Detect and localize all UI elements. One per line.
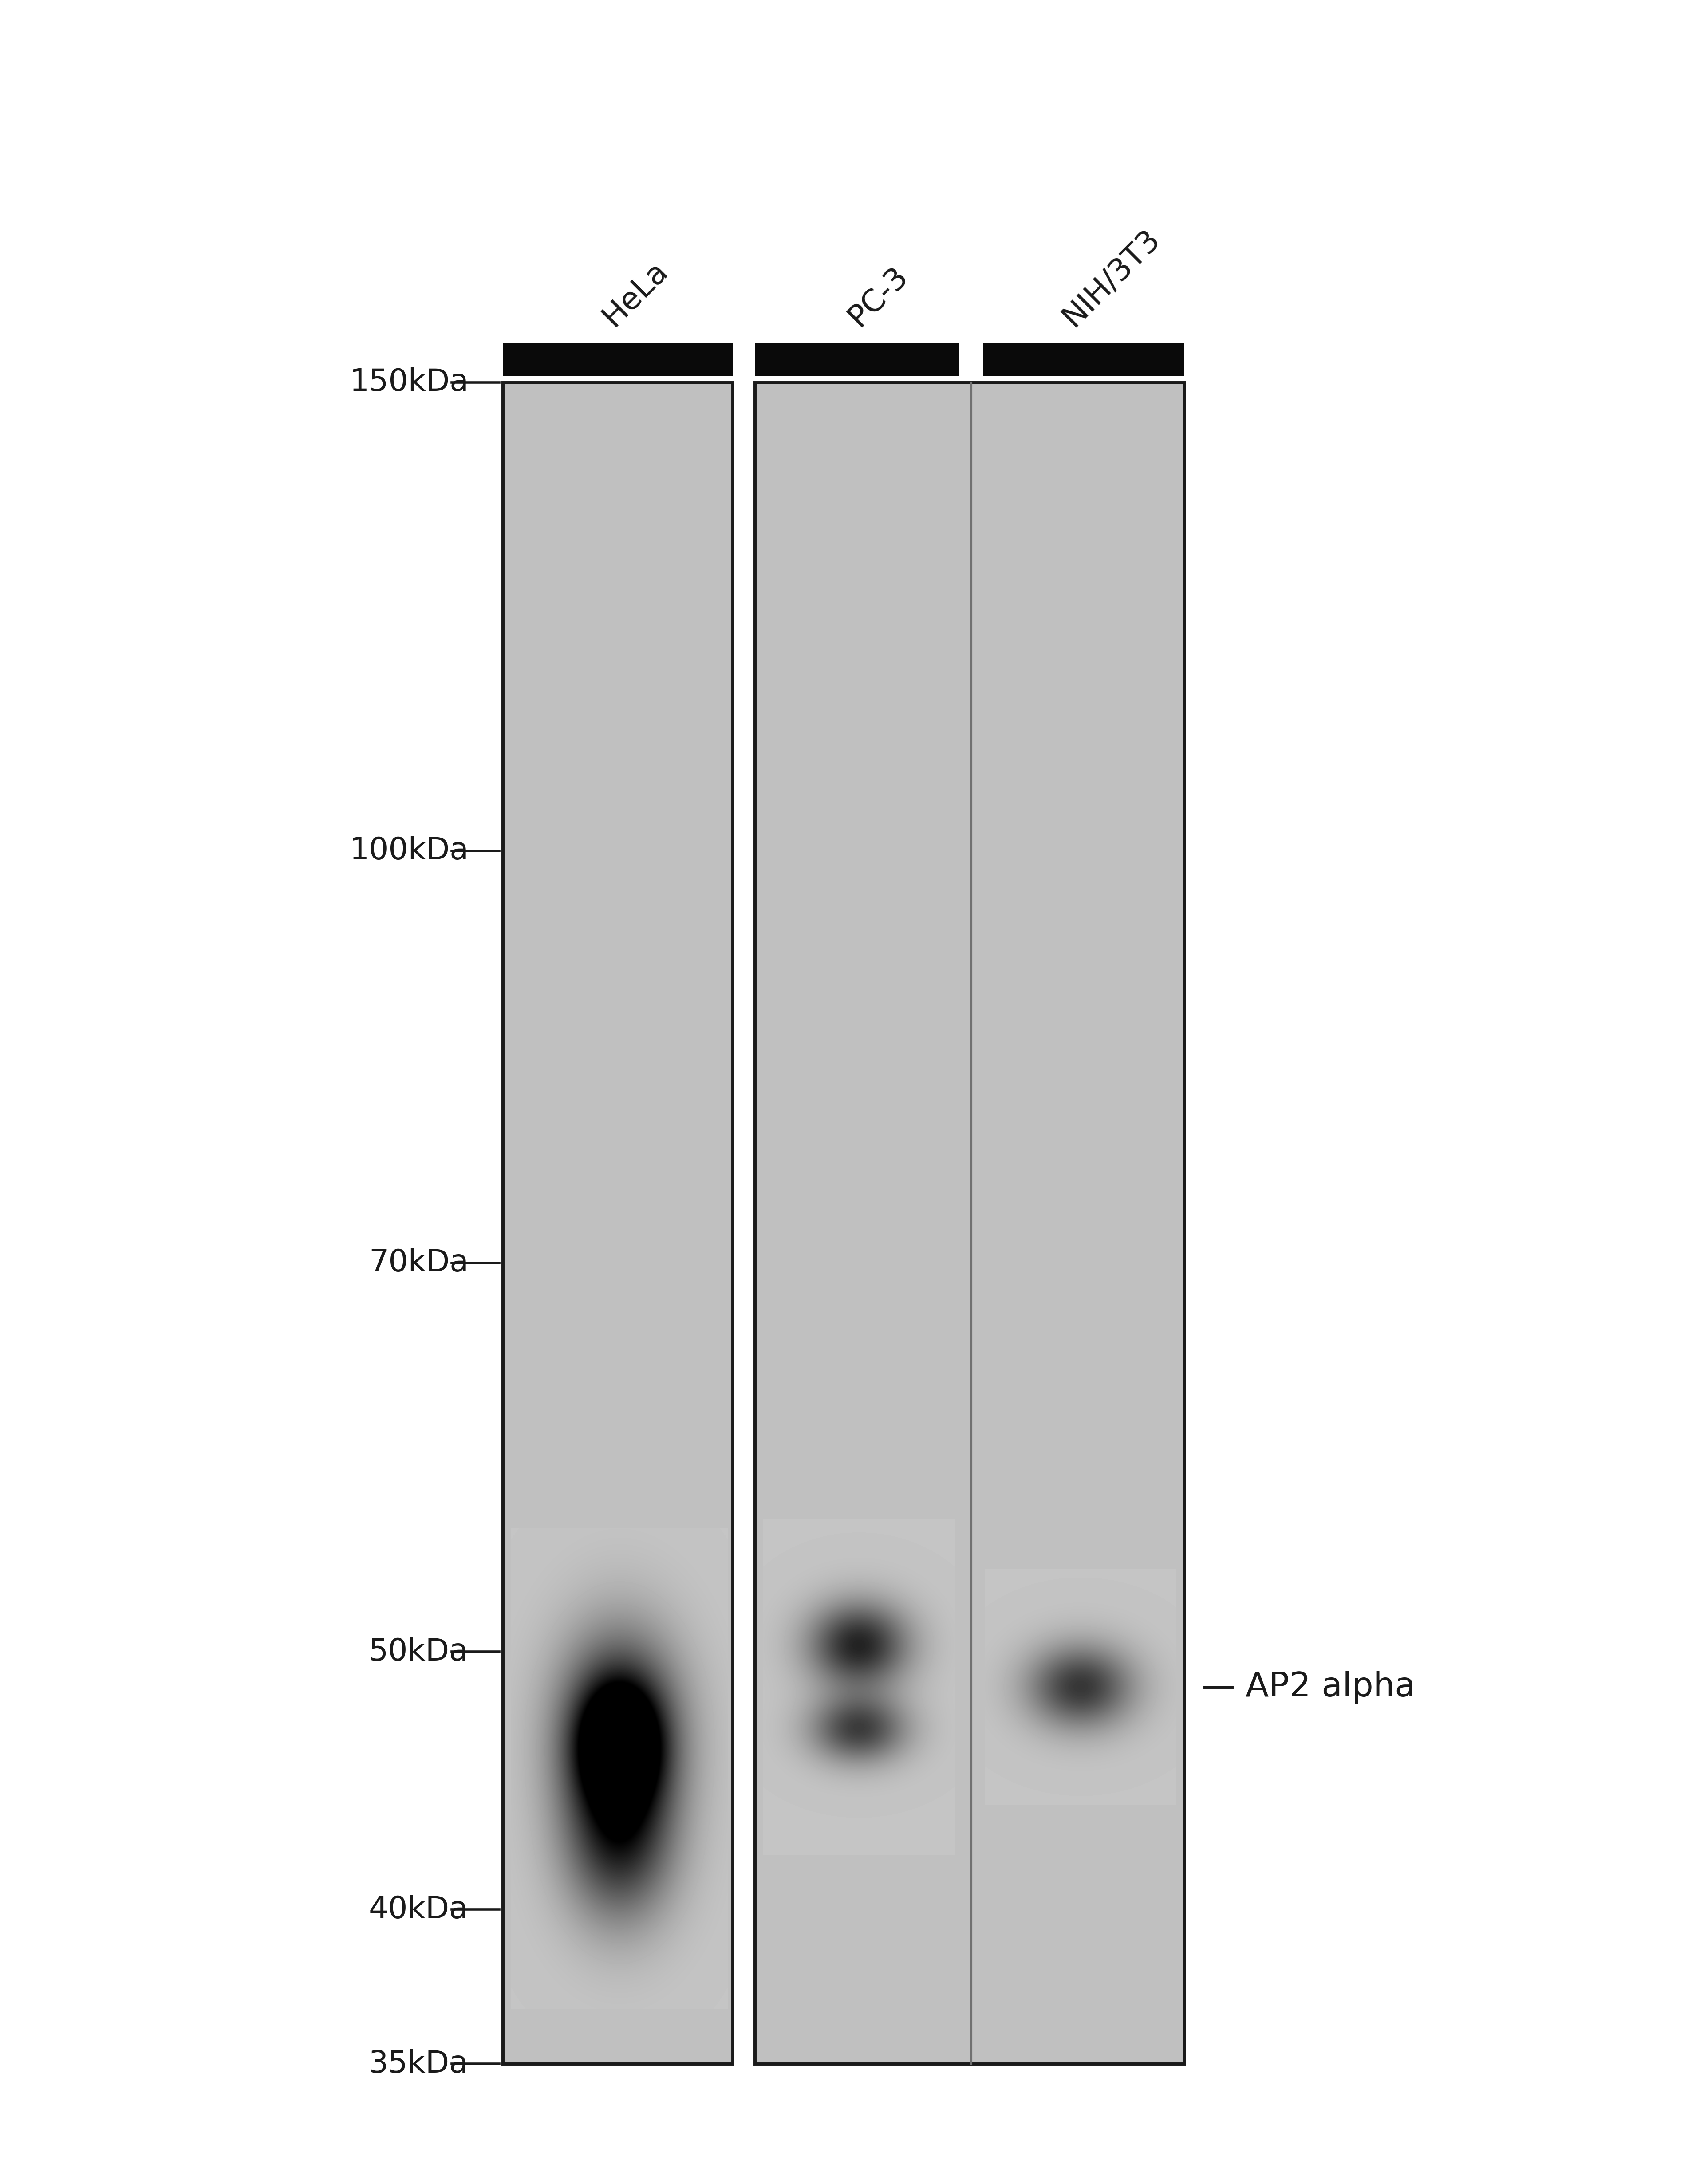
Bar xyxy=(983,343,1184,376)
Bar xyxy=(755,343,959,376)
Text: AP2 alpha: AP2 alpha xyxy=(1246,1671,1416,1704)
Text: 70kDa: 70kDa xyxy=(368,1247,469,1278)
Text: HeLa: HeLa xyxy=(596,256,673,332)
Text: 35kDa: 35kDa xyxy=(368,2049,469,2079)
Text: PC-3: PC-3 xyxy=(842,260,913,332)
Text: 40kDa: 40kDa xyxy=(368,1896,469,1924)
Bar xyxy=(503,343,733,376)
Text: 100kDa: 100kDa xyxy=(349,836,469,865)
Bar xyxy=(503,382,733,2064)
Text: 150kDa: 150kDa xyxy=(349,367,469,397)
Text: NIH/3T3: NIH/3T3 xyxy=(1056,223,1166,332)
Bar xyxy=(755,382,1184,2064)
Text: 50kDa: 50kDa xyxy=(368,1636,469,1666)
